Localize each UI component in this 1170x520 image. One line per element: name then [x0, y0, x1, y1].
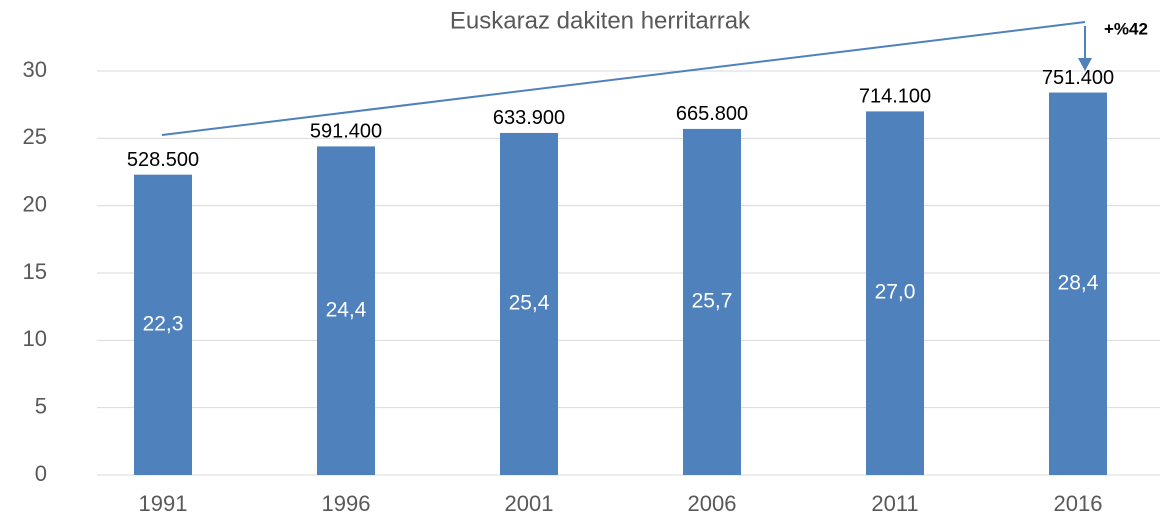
- count-label: 528.500: [127, 149, 199, 171]
- count-label: 665.800: [676, 103, 748, 125]
- bar: [317, 146, 375, 475]
- value-label: 27,0: [875, 281, 916, 304]
- value-label: 24,4: [326, 298, 367, 321]
- y-tick-label: 0: [35, 461, 47, 486]
- chart-title: Euskaraz dakiten herritarrak: [450, 7, 751, 34]
- count-label: 751.400: [1042, 67, 1114, 89]
- value-label: 22,3: [143, 312, 184, 335]
- y-tick-label: 25: [23, 124, 47, 149]
- value-label: 25,4: [509, 292, 550, 315]
- annotation: +%42: [1104, 19, 1148, 38]
- y-tick-label: 30: [23, 57, 47, 82]
- bar: [134, 174, 192, 475]
- value-label: 28,4: [1058, 271, 1099, 294]
- count-label: 633.900: [493, 107, 565, 129]
- count-label: 591.400: [310, 121, 382, 143]
- x-tick-label: 1996: [322, 491, 371, 516]
- bar: [500, 132, 558, 476]
- x-tick-label: 2011: [871, 491, 918, 516]
- x-tick-label: 1991: [139, 491, 188, 516]
- y-tick-label: 5: [35, 393, 47, 418]
- x-tick-label: 2001: [505, 491, 554, 516]
- count-label: 714.100: [859, 86, 931, 108]
- y-tick-label: 20: [23, 191, 47, 216]
- arrow-head: [1078, 58, 1092, 71]
- bar: [866, 111, 924, 476]
- y-tick-label: 15: [23, 259, 47, 284]
- y-tick-label: 10: [23, 326, 47, 351]
- x-tick-label: 2006: [688, 491, 737, 516]
- bar: [683, 128, 741, 475]
- bar: [1049, 92, 1107, 476]
- trend-line: [161, 21, 1086, 136]
- value-label: 25,7: [692, 290, 733, 313]
- x-tick-label: 2016: [1054, 491, 1103, 516]
